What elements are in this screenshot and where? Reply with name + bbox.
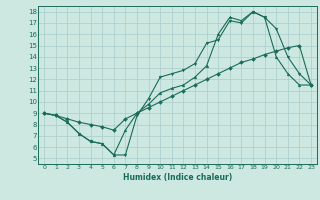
X-axis label: Humidex (Indice chaleur): Humidex (Indice chaleur) xyxy=(123,173,232,182)
